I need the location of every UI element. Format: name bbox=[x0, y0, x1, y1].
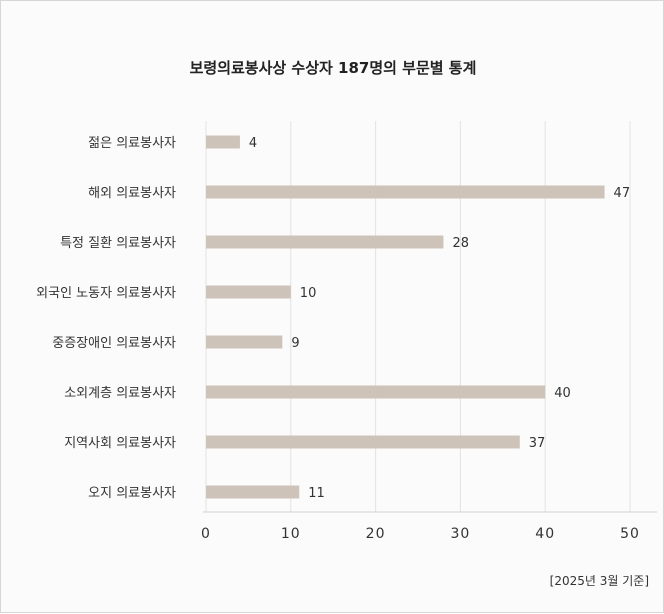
data-label: 40 bbox=[554, 386, 571, 401]
bar bbox=[206, 285, 291, 299]
x-tick-label: 30 bbox=[450, 526, 470, 542]
bar bbox=[206, 485, 300, 499]
footnote: [2025년 3월 기준] bbox=[549, 574, 649, 588]
bar bbox=[206, 385, 546, 399]
category-label: 젊은 의료봉사자 bbox=[88, 136, 176, 151]
category-label: 중증장애인 의료봉사자 bbox=[52, 336, 176, 351]
category-label: 오지 의료봉사자 bbox=[88, 486, 176, 501]
category-label: 특정 질환 의료봉사자 bbox=[60, 236, 176, 251]
category-label: 해외 의료봉사자 bbox=[88, 186, 176, 201]
x-tick-label: 50 bbox=[620, 526, 640, 542]
bar bbox=[206, 335, 283, 349]
data-label: 4 bbox=[249, 136, 257, 151]
bar bbox=[206, 235, 444, 249]
x-tick-label: 0 bbox=[201, 526, 211, 542]
bar bbox=[206, 185, 605, 199]
data-label: 37 bbox=[529, 436, 546, 451]
category-label: 지역사회 의료봉사자 bbox=[64, 436, 176, 451]
bar bbox=[206, 435, 520, 449]
data-label: 10 bbox=[300, 286, 317, 301]
category-label: 외국인 노동자 의료봉사자 bbox=[36, 286, 176, 301]
data-label: 47 bbox=[614, 186, 631, 201]
x-tick-label: 40 bbox=[535, 526, 555, 542]
data-label: 28 bbox=[452, 236, 469, 251]
data-label: 9 bbox=[291, 336, 299, 351]
chart-title: 보령의료봉사상 수상자 187명의 부문별 통계 bbox=[189, 59, 477, 77]
category-label: 소외계층 의료봉사자 bbox=[64, 386, 176, 401]
data-label: 11 bbox=[308, 486, 325, 501]
x-tick-label: 10 bbox=[281, 526, 301, 542]
x-tick-label: 20 bbox=[366, 526, 386, 542]
bar bbox=[206, 135, 240, 149]
